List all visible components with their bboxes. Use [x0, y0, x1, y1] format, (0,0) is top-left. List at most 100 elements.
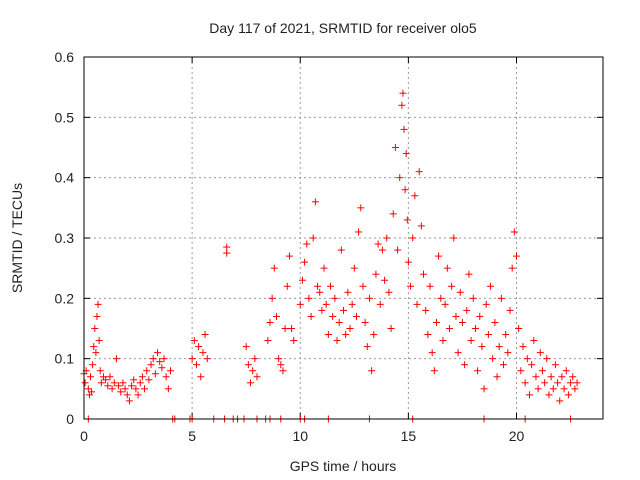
- data-point: [467, 337, 475, 345]
- data-point: [532, 373, 540, 381]
- data-point: [344, 288, 352, 296]
- data-point: [92, 349, 100, 357]
- data-point: [125, 397, 133, 405]
- data-point: [242, 343, 250, 351]
- data-point: [190, 337, 198, 345]
- data-point: [517, 367, 525, 375]
- data-point: [108, 385, 116, 393]
- data-point: [536, 349, 544, 357]
- data-point: [117, 388, 125, 396]
- data-point: [361, 318, 369, 326]
- data-point: [199, 349, 207, 357]
- data-point: [448, 282, 456, 290]
- data-point: [523, 355, 531, 363]
- data-point: [445, 325, 453, 332]
- data-point: [104, 382, 112, 390]
- data-point: [387, 325, 395, 332]
- data-point: [357, 204, 365, 212]
- data-point: [296, 300, 304, 308]
- data-point: [417, 222, 425, 230]
- data-point: [130, 376, 138, 384]
- data-point: [167, 367, 174, 375]
- data-point: [426, 282, 434, 290]
- data-point: [192, 361, 200, 369]
- data-points: [80, 89, 581, 423]
- data-point: [266, 318, 274, 326]
- data-point: [413, 300, 421, 308]
- data-point: [543, 355, 551, 363]
- data-point: [558, 373, 566, 381]
- x-axis-label: GPS time / hours: [290, 458, 397, 474]
- data-point: [420, 270, 428, 278]
- data-point: [484, 331, 492, 339]
- data-point: [106, 373, 114, 381]
- data-point: [128, 382, 136, 390]
- data-point: [331, 294, 339, 302]
- data-point: [534, 385, 542, 393]
- data-point: [424, 331, 432, 339]
- data-point: [270, 264, 278, 272]
- data-point: [288, 325, 296, 332]
- x-tick-label: 15: [401, 428, 417, 444]
- data-point: [311, 198, 319, 206]
- data-point: [491, 318, 499, 326]
- y-tick-label: 0.5: [55, 109, 75, 125]
- data-point: [365, 294, 373, 302]
- data-point: [112, 355, 120, 363]
- data-point: [253, 373, 261, 381]
- data-point: [407, 282, 415, 290]
- data-point: [84, 385, 92, 393]
- data-point: [478, 343, 486, 351]
- data-point: [316, 288, 324, 296]
- data-point: [482, 300, 490, 308]
- x-tick-label: 0: [80, 428, 88, 444]
- y-tick-label: 0.4: [55, 170, 75, 186]
- data-point: [303, 240, 311, 248]
- data-point: [374, 240, 382, 248]
- data-point: [97, 379, 105, 387]
- data-point: [298, 276, 306, 284]
- data-point: [541, 379, 549, 387]
- data-point: [452, 312, 460, 320]
- data-point: [327, 282, 335, 290]
- data-point: [567, 379, 575, 387]
- data-point: [383, 234, 391, 242]
- data-point: [348, 300, 356, 308]
- data-point: [115, 382, 123, 390]
- data-point: [461, 361, 469, 369]
- data-point: [95, 337, 103, 345]
- data-point: [337, 246, 345, 254]
- data-point: [141, 385, 149, 393]
- data-point: [352, 312, 360, 320]
- data-point: [91, 325, 99, 332]
- data-point: [264, 337, 272, 345]
- data-point: [545, 391, 553, 399]
- chart-title: Day 117 of 2021, SRMTID for receiver olo…: [209, 20, 477, 36]
- data-point: [391, 144, 399, 151]
- data-point: [471, 325, 479, 332]
- data-point: [123, 391, 131, 399]
- data-point: [305, 294, 313, 302]
- data-point: [376, 300, 384, 308]
- data-point: [102, 376, 110, 384]
- data-point: [554, 379, 562, 387]
- data-point: [143, 367, 151, 375]
- data-point: [283, 282, 291, 290]
- data-point: [370, 331, 378, 339]
- data-point: [497, 294, 505, 302]
- data-point: [385, 288, 393, 296]
- data-point: [359, 282, 367, 290]
- data-point: [399, 89, 407, 97]
- data-point: [138, 373, 146, 381]
- data-point: [508, 264, 516, 272]
- data-point: [538, 367, 546, 375]
- data-point: [519, 343, 527, 351]
- data-point: [322, 300, 330, 308]
- data-point: [487, 282, 495, 290]
- data-point: [86, 373, 94, 381]
- data-point: [197, 373, 205, 381]
- data-point: [201, 331, 209, 339]
- data-point: [381, 276, 389, 284]
- data-point: [247, 379, 255, 387]
